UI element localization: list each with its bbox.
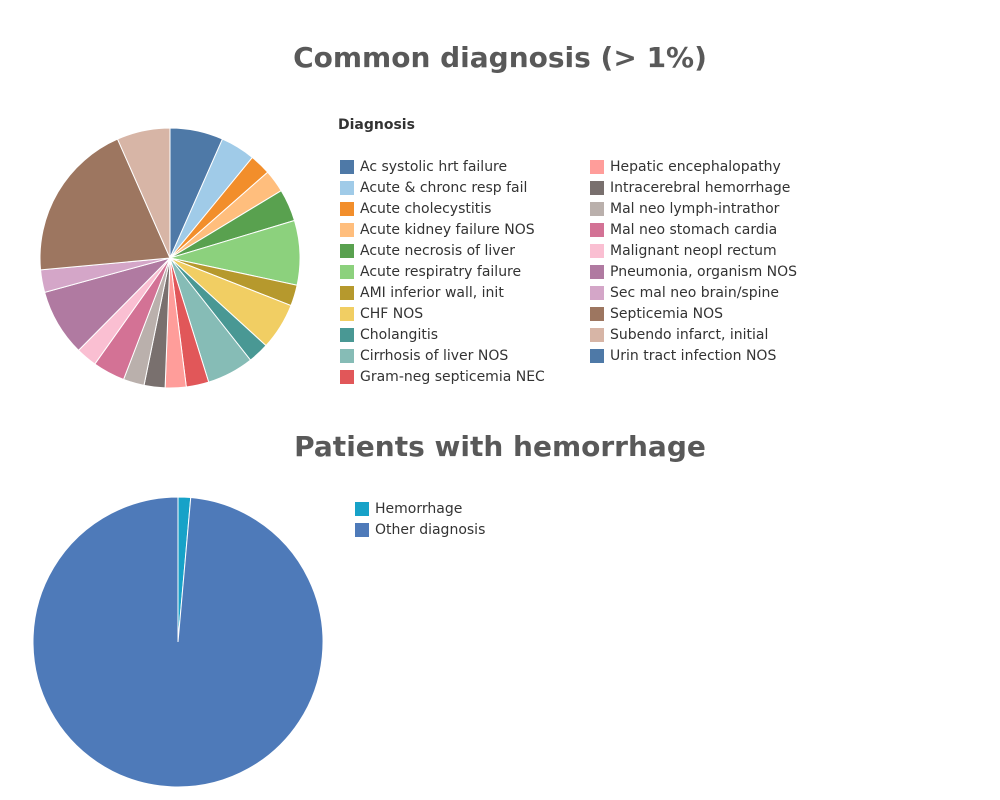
legend-label: Intracerebral hemorrhage bbox=[610, 179, 791, 196]
legend-item-cirrhosis-of-liver-nos[interactable]: Cirrhosis of liver NOS bbox=[340, 345, 508, 366]
legend-label: Hemorrhage bbox=[375, 500, 463, 517]
legend-swatch bbox=[340, 243, 354, 258]
legend-swatch bbox=[590, 222, 604, 237]
legend-item-urin-tract-infection-nos[interactable]: Urin tract infection NOS bbox=[590, 345, 776, 366]
legend-item-pneumonia-organism-nos[interactable]: Pneumonia, organism NOS bbox=[590, 261, 797, 282]
legend-item-intracerebral-hemorrhage[interactable]: Intracerebral hemorrhage bbox=[590, 177, 790, 198]
legend-label: Subendo infarct, initial bbox=[610, 326, 769, 343]
legend-label: Cholangitis bbox=[360, 326, 439, 343]
legend-label: Sec mal neo brain/spine bbox=[610, 284, 779, 301]
legend-swatch bbox=[590, 264, 604, 279]
legend-label: Gram-neg septicemia NEC bbox=[360, 368, 545, 385]
pie-chart-diagnosis[interactable] bbox=[39, 127, 301, 389]
legend-item-acute-respiratry-failure[interactable]: Acute respiratry failure bbox=[340, 261, 521, 282]
pie-slice-other-diagnosis[interactable] bbox=[32, 496, 324, 788]
legend-swatch bbox=[340, 306, 354, 321]
pie-chart-hemorrhage[interactable] bbox=[32, 496, 324, 788]
legend-swatch bbox=[340, 264, 354, 279]
legend-item-gram-neg-septicemia-nec[interactable]: Gram-neg septicemia NEC bbox=[340, 366, 545, 387]
legend-label: Acute cholecystitis bbox=[360, 200, 492, 217]
legend-swatch bbox=[340, 369, 354, 384]
legend-title-diagnosis: Diagnosis bbox=[338, 117, 415, 133]
legend-label: Malignant neopl rectum bbox=[610, 242, 777, 259]
legend-item-mal-neo-lymph-intrathor[interactable]: Mal neo lymph-intrathor bbox=[590, 198, 779, 219]
legend-swatch bbox=[590, 201, 604, 216]
legend-item-malignant-neopl-rectum[interactable]: Malignant neopl rectum bbox=[590, 240, 777, 261]
legend-label: Cirrhosis of liver NOS bbox=[360, 347, 509, 364]
legend-item-other-diagnosis[interactable]: Other diagnosis bbox=[355, 519, 485, 540]
legend-label: CHF NOS bbox=[360, 305, 424, 322]
legend-swatch bbox=[355, 522, 369, 537]
legend-swatch bbox=[590, 306, 604, 321]
legend-label: Pneumonia, organism NOS bbox=[610, 263, 798, 280]
legend-item-cholangitis[interactable]: Cholangitis bbox=[340, 324, 438, 345]
legend-swatch bbox=[340, 180, 354, 195]
chart-title-diagnosis: Common diagnosis (> 1%) bbox=[293, 41, 707, 74]
legend-label: Acute & chronc resp fail bbox=[360, 179, 528, 196]
legend-label: Mal neo lymph-intrathor bbox=[610, 200, 780, 217]
legend-swatch bbox=[340, 348, 354, 363]
legend-label: Acute respiratry failure bbox=[360, 263, 522, 280]
legend-swatch bbox=[340, 285, 354, 300]
legend-swatch bbox=[340, 159, 354, 174]
legend-label: Other diagnosis bbox=[375, 521, 486, 538]
legend-item-acute-kidney-failure-nos[interactable]: Acute kidney failure NOS bbox=[340, 219, 535, 240]
pie-slice-septicemia-nos[interactable] bbox=[39, 138, 171, 271]
legend-label: AMI inferior wall, init bbox=[360, 284, 504, 301]
legend-swatch bbox=[340, 327, 354, 342]
legend-swatch bbox=[590, 180, 604, 195]
legend-swatch bbox=[590, 159, 604, 174]
legend-item-acute-chronc-resp-fail[interactable]: Acute & chronc resp fail bbox=[340, 177, 527, 198]
legend-item-sec-mal-neo-brain-spine[interactable]: Sec mal neo brain/spine bbox=[590, 282, 779, 303]
chart-title-hemorrhage: Patients with hemorrhage bbox=[294, 430, 706, 463]
pie-slice-subendo-infarct-initial[interactable] bbox=[116, 127, 171, 259]
legend-label: Septicemia NOS bbox=[610, 305, 724, 322]
legend-item-acute-necrosis-of-liver[interactable]: Acute necrosis of liver bbox=[340, 240, 515, 261]
legend-label: Acute kidney failure NOS bbox=[360, 221, 535, 238]
legend-item-chf-nos[interactable]: CHF NOS bbox=[340, 303, 423, 324]
legend-item-ami-inferior-wall-init[interactable]: AMI inferior wall, init bbox=[340, 282, 504, 303]
legend-swatch bbox=[355, 501, 369, 516]
legend-item-subendo-infarct-initial[interactable]: Subendo infarct, initial bbox=[590, 324, 768, 345]
legend-swatch bbox=[340, 201, 354, 216]
legend-item-mal-neo-stomach-cardia[interactable]: Mal neo stomach cardia bbox=[590, 219, 777, 240]
legend-swatch bbox=[590, 243, 604, 258]
legend-item-septicemia-nos[interactable]: Septicemia NOS bbox=[590, 303, 723, 324]
legend-swatch bbox=[590, 327, 604, 342]
legend-item-hepatic-encephalopathy[interactable]: Hepatic encephalopathy bbox=[590, 156, 781, 177]
legend-label: Ac systolic hrt failure bbox=[360, 158, 508, 175]
legend-label: Hepatic encephalopathy bbox=[610, 158, 781, 175]
legend-swatch bbox=[590, 285, 604, 300]
legend-item-acute-cholecystitis[interactable]: Acute cholecystitis bbox=[340, 198, 491, 219]
legend-label: Acute necrosis of liver bbox=[360, 242, 515, 259]
legend-label: Urin tract infection NOS bbox=[610, 347, 777, 364]
legend-label: Mal neo stomach cardia bbox=[610, 221, 778, 238]
legend-item-hemorrhage[interactable]: Hemorrhage bbox=[355, 498, 462, 519]
legend-swatch bbox=[340, 222, 354, 237]
legend-item-ac-systolic-hrt-failure[interactable]: Ac systolic hrt failure bbox=[340, 156, 507, 177]
legend-swatch bbox=[590, 348, 604, 363]
